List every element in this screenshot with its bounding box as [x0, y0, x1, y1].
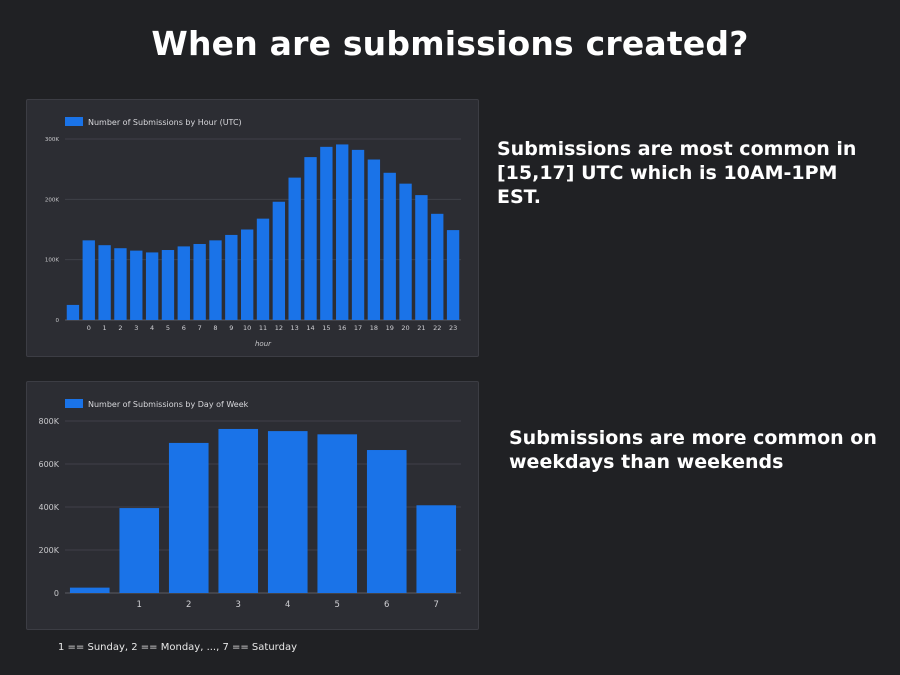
hour-x-tick-label: 16 [338, 324, 346, 332]
hour-x-axis-title: hour [255, 340, 272, 348]
hour-bar [177, 246, 190, 320]
hour-bar [431, 213, 444, 320]
weekday-bar [416, 505, 457, 593]
day-mapping-footnote: 1 == Sunday, 2 == Monday, ..., 7 == Satu… [58, 642, 297, 653]
hour-bar [415, 195, 428, 320]
hour-bar [225, 234, 238, 320]
hour-x-tick-label: 21 [417, 324, 425, 332]
hour-bar [256, 218, 270, 320]
hour-y-tick-label: 100K [45, 258, 59, 264]
hour-bar [304, 157, 317, 320]
weekday-y-tick-label: 800K [38, 417, 59, 426]
hour-y-tick-label: 200K [45, 197, 59, 203]
hour-y-tick-label: 300K [45, 137, 59, 143]
hour-bar [320, 146, 333, 320]
hour-x-tick-label: 4 [150, 324, 154, 332]
hour-bar [240, 229, 254, 320]
hour-x-tick-label: 10 [243, 324, 251, 332]
hour-bar [66, 304, 80, 320]
weekday-bar [267, 431, 308, 593]
weekday-x-tick-label: 3 [236, 600, 241, 610]
weekday-legend-swatch [65, 399, 83, 408]
hour-x-tick-label: 17 [354, 324, 362, 332]
hour-x-tick-label: 5 [166, 324, 170, 332]
weekday-bar [218, 428, 259, 593]
hour-x-tick-label: 6 [182, 324, 186, 332]
weekday-y-tick-label: 400K [38, 503, 59, 512]
hour-bar [446, 230, 460, 320]
hour-x-tick-label: 0 [87, 324, 91, 332]
hour-x-tick-label: 23 [449, 324, 457, 332]
weekday-bar [366, 450, 407, 593]
hour-x-tick-label: 11 [259, 324, 267, 332]
weekday-y-tick-label: 600K [38, 460, 59, 469]
hour-y-tick-label: 0 [56, 318, 60, 324]
weekday-bar [69, 587, 110, 593]
weekday-bar [317, 434, 358, 593]
weekday-x-tick-label: 7 [434, 600, 439, 610]
hour-bar [98, 245, 111, 320]
weekday-bar [168, 442, 209, 593]
hour-x-tick-label: 20 [401, 324, 409, 332]
weekday-legend-label: Number of Submissions by Day of Week [88, 400, 249, 409]
hour-x-tick-label: 22 [433, 324, 441, 332]
weekday-insight-text: Submissions are more common on weekdays … [509, 427, 877, 473]
hour-x-tick-label: 2 [118, 324, 122, 332]
hour-bar [367, 159, 381, 320]
hour-legend-label: Number of Submissions by Hour (UTC) [88, 118, 242, 127]
page-title: When are submissions created? [151, 24, 749, 63]
hour-x-tick-label: 13 [291, 324, 299, 332]
hour-x-tick-label: 8 [213, 324, 217, 332]
weekday-x-tick-label: 5 [335, 600, 340, 610]
hour-bar [145, 252, 159, 320]
hour-x-tick-label: 7 [198, 324, 202, 332]
hour-x-tick-label: 19 [386, 324, 394, 332]
hour-x-tick-label: 1 [103, 324, 107, 332]
weekday-x-tick-label: 4 [285, 600, 290, 610]
hour-x-tick-label: 15 [322, 324, 330, 332]
weekday-y-tick-label: 200K [38, 546, 59, 555]
weekday-x-tick-label: 1 [137, 600, 142, 610]
hour-bar [399, 183, 412, 320]
weekday-chart-panel: Number of Submissions by Day of Week 0 200… [26, 381, 479, 630]
hour-bar [209, 240, 222, 320]
hour-bar [193, 243, 206, 320]
hour-bar [383, 172, 396, 320]
hour-x-tick-label: 12 [275, 324, 283, 332]
hour-bar [351, 149, 365, 320]
hour-bar-chart: Number of Submissions by Hour (UTC) 0 100K… [45, 117, 461, 348]
weekday-x-tick-label: 2 [186, 600, 191, 610]
hour-x-tick-label: 14 [306, 324, 314, 332]
hour-bar [288, 177, 301, 320]
hour-insight-text: Submissions are most common in [15,17] U… [497, 138, 857, 208]
hour-bar [336, 144, 349, 320]
hour-x-tick-label: 3 [134, 324, 138, 332]
hour-bar [130, 250, 143, 320]
weekday-bar-chart: Number of Submissions by Day of Week 0 200… [38, 399, 461, 610]
hour-bar [272, 201, 286, 320]
hour-bar [82, 240, 95, 320]
hour-bar [161, 250, 175, 320]
hour-x-tick-label: 18 [370, 324, 378, 332]
hour-legend-swatch [65, 117, 83, 126]
weekday-y-tick-label: 0 [54, 589, 59, 598]
hour-x-tick-label: 9 [229, 324, 233, 332]
weekday-x-tick-label: 6 [384, 600, 389, 610]
hour-chart-panel: Number of Submissions by Hour (UTC) 0 100K… [26, 99, 479, 357]
weekday-bar [119, 508, 160, 593]
hour-bar [114, 248, 127, 320]
